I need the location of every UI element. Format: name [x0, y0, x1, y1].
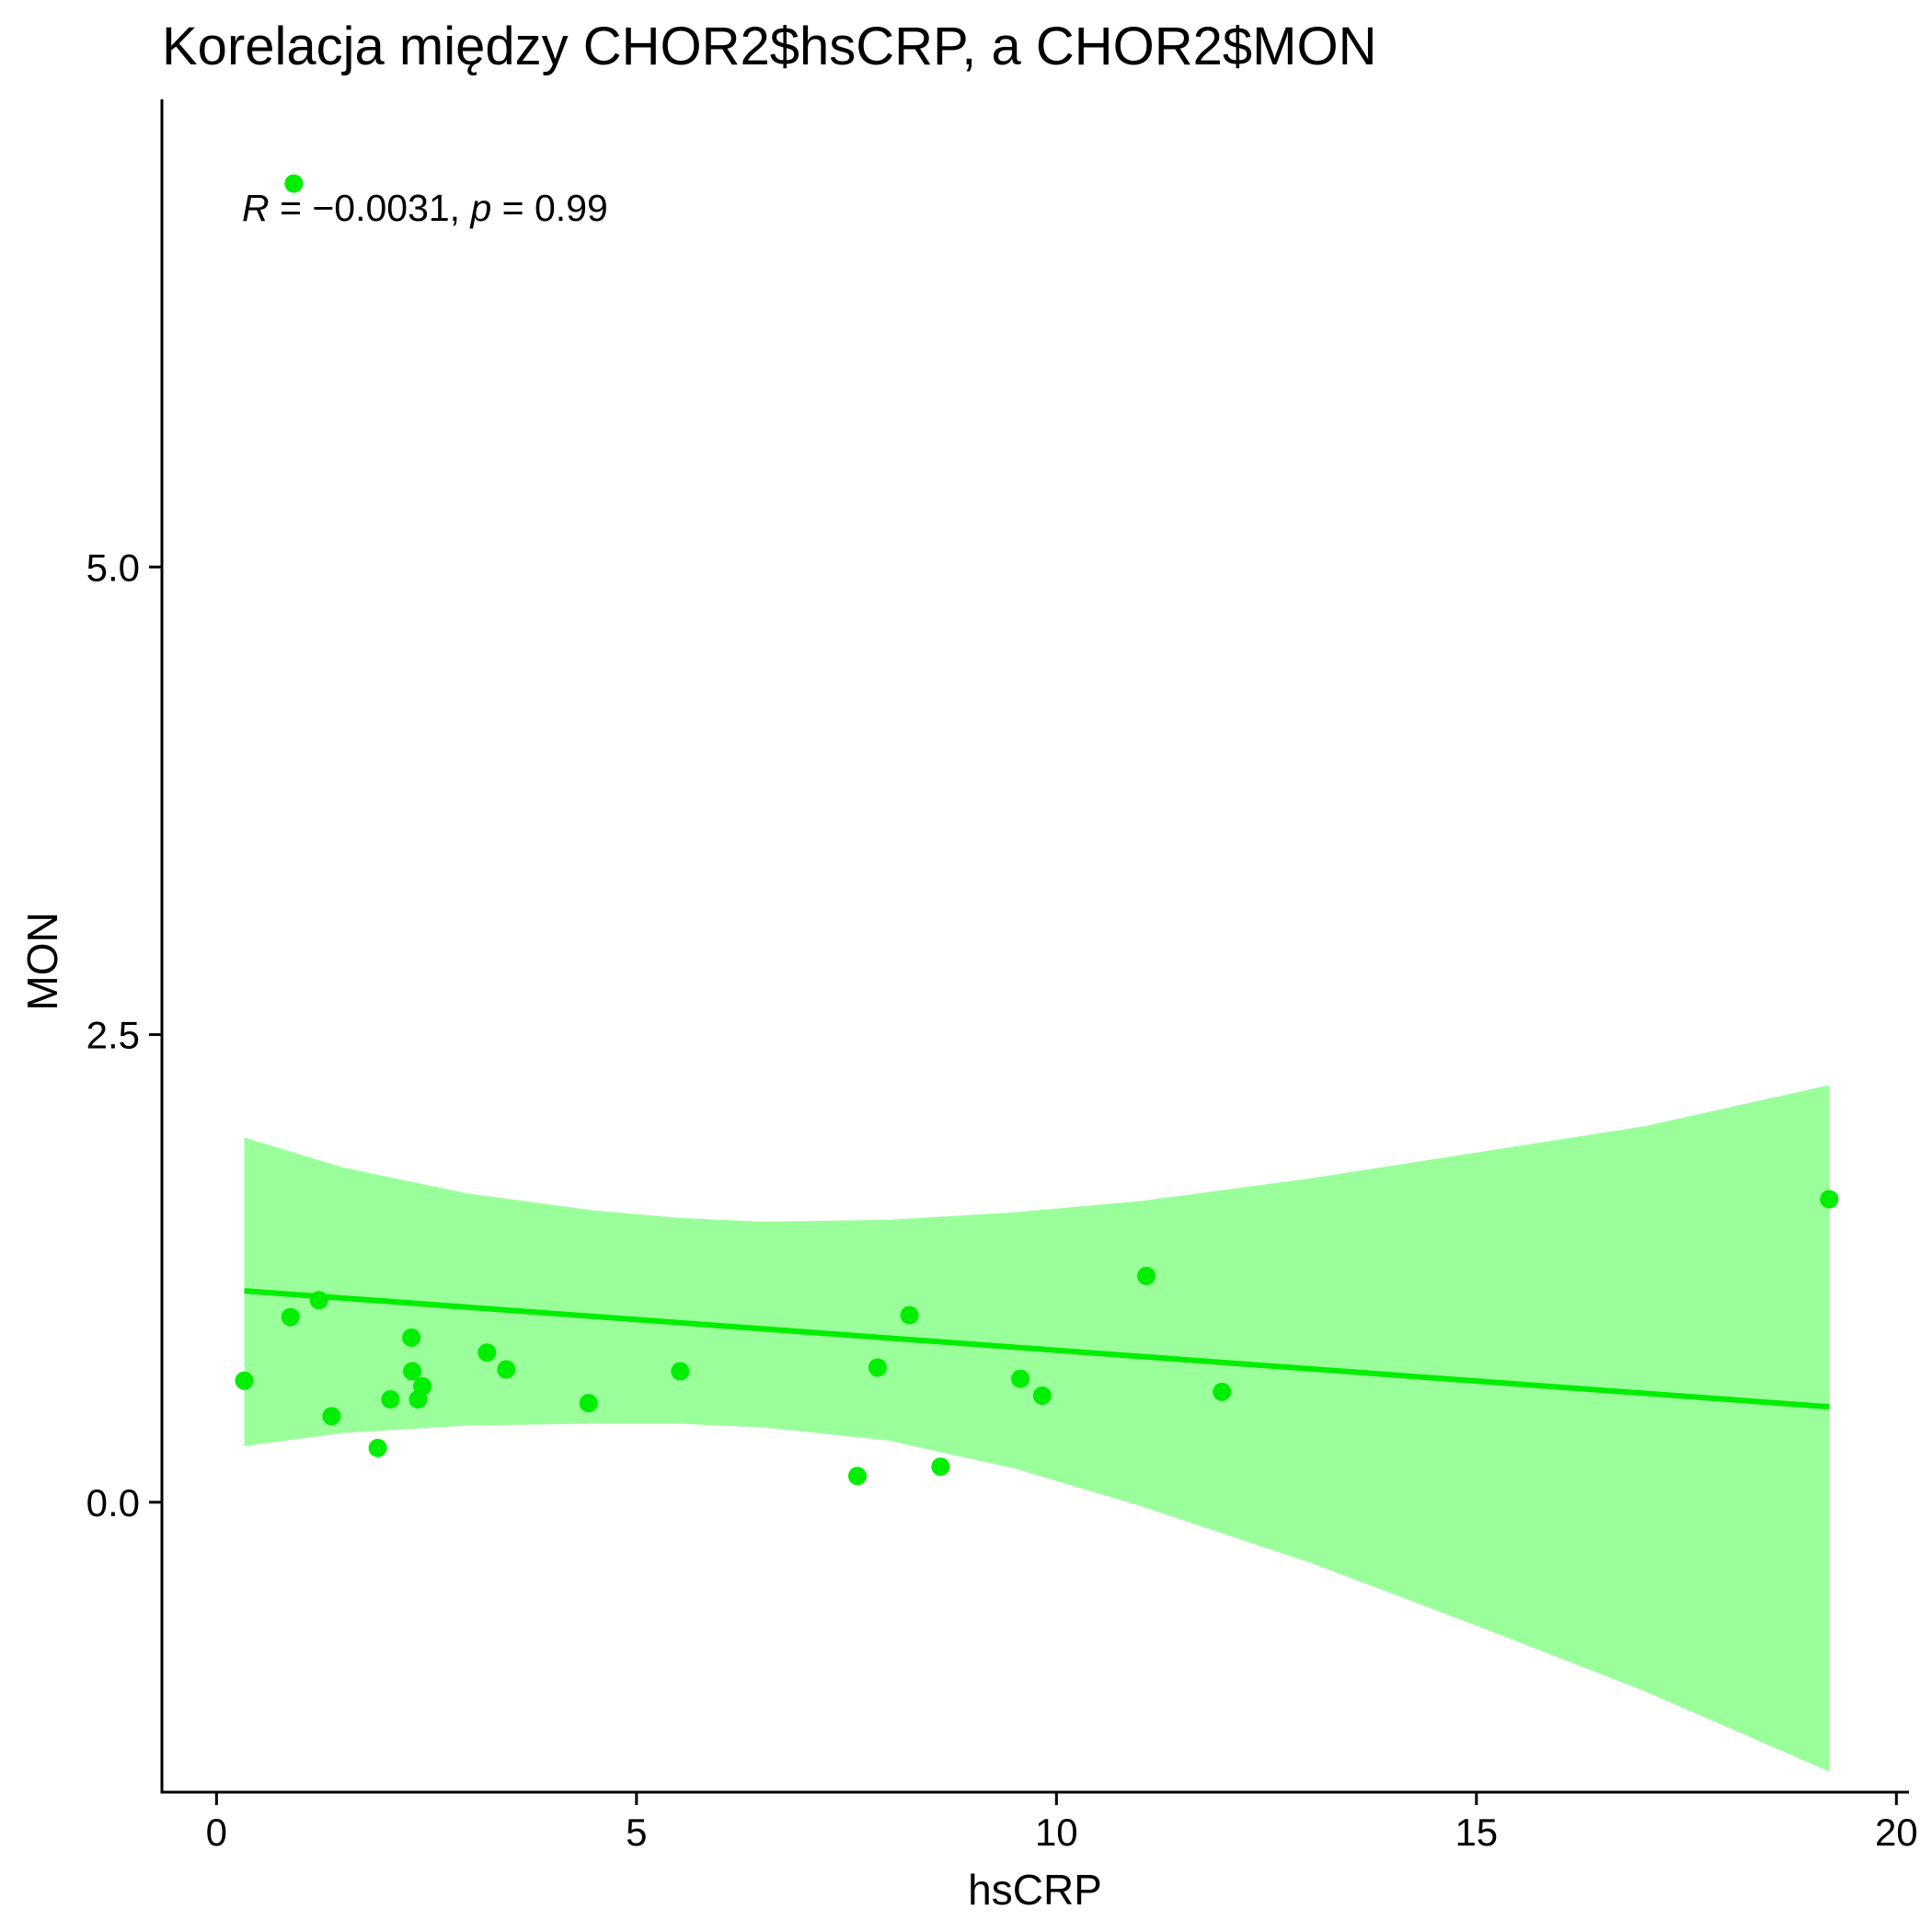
y-axis-title: MON	[18, 912, 66, 1010]
data-point	[284, 174, 304, 193]
x-tick-label: 10	[1035, 1811, 1078, 1854]
x-tick-label: 0	[206, 1811, 227, 1854]
x-tick-label: 15	[1455, 1811, 1498, 1854]
axes: 0 5 10 15 20 0.0 2.5 5.0	[86, 99, 1918, 1854]
data-point	[477, 1343, 497, 1363]
data-point	[413, 1376, 432, 1396]
x-tick-label: 5	[626, 1811, 647, 1854]
chart-title: Korelacja między CHOR2$hsCRP, a CHOR2$MO…	[162, 17, 1376, 76]
data-point	[1137, 1266, 1156, 1285]
data-point	[671, 1362, 690, 1381]
data-point	[1032, 1386, 1052, 1405]
data-point	[368, 1438, 387, 1457]
data-point	[309, 1291, 328, 1310]
data-point	[1820, 1190, 1839, 1209]
data-point	[322, 1407, 341, 1426]
annotation-p-symbol: p	[468, 187, 491, 229]
y-tick-label: 2.5	[86, 1014, 140, 1057]
data-point	[402, 1328, 421, 1347]
data-point	[403, 1362, 422, 1381]
data-point	[281, 1307, 300, 1327]
data-point	[900, 1305, 919, 1325]
data-point	[579, 1394, 598, 1413]
y-tick-label: 5.0	[86, 546, 140, 589]
regression-line	[244, 1288, 1830, 1410]
data-point	[381, 1390, 400, 1409]
data-point	[1213, 1382, 1232, 1401]
data-point	[868, 1358, 887, 1377]
annotation-r-symbol: R	[242, 187, 270, 229]
data-point	[847, 1466, 867, 1486]
data-point	[497, 1360, 516, 1379]
plot-area	[235, 174, 1839, 1772]
y-tick-label: 0.0	[86, 1481, 140, 1524]
correlation-annotation: R = −0.0031, p = 0.99	[242, 187, 608, 229]
annotation-r-value: = −0.0031,	[270, 187, 471, 229]
annotation-p-value: = 0.99	[491, 187, 608, 229]
data-point	[235, 1371, 254, 1390]
x-tick-label: 20	[1875, 1811, 1918, 1854]
data-point	[1011, 1369, 1030, 1388]
x-axis-title: hsCRP	[968, 1866, 1102, 1914]
confidence-band	[244, 1085, 1830, 1772]
data-point	[931, 1457, 950, 1477]
